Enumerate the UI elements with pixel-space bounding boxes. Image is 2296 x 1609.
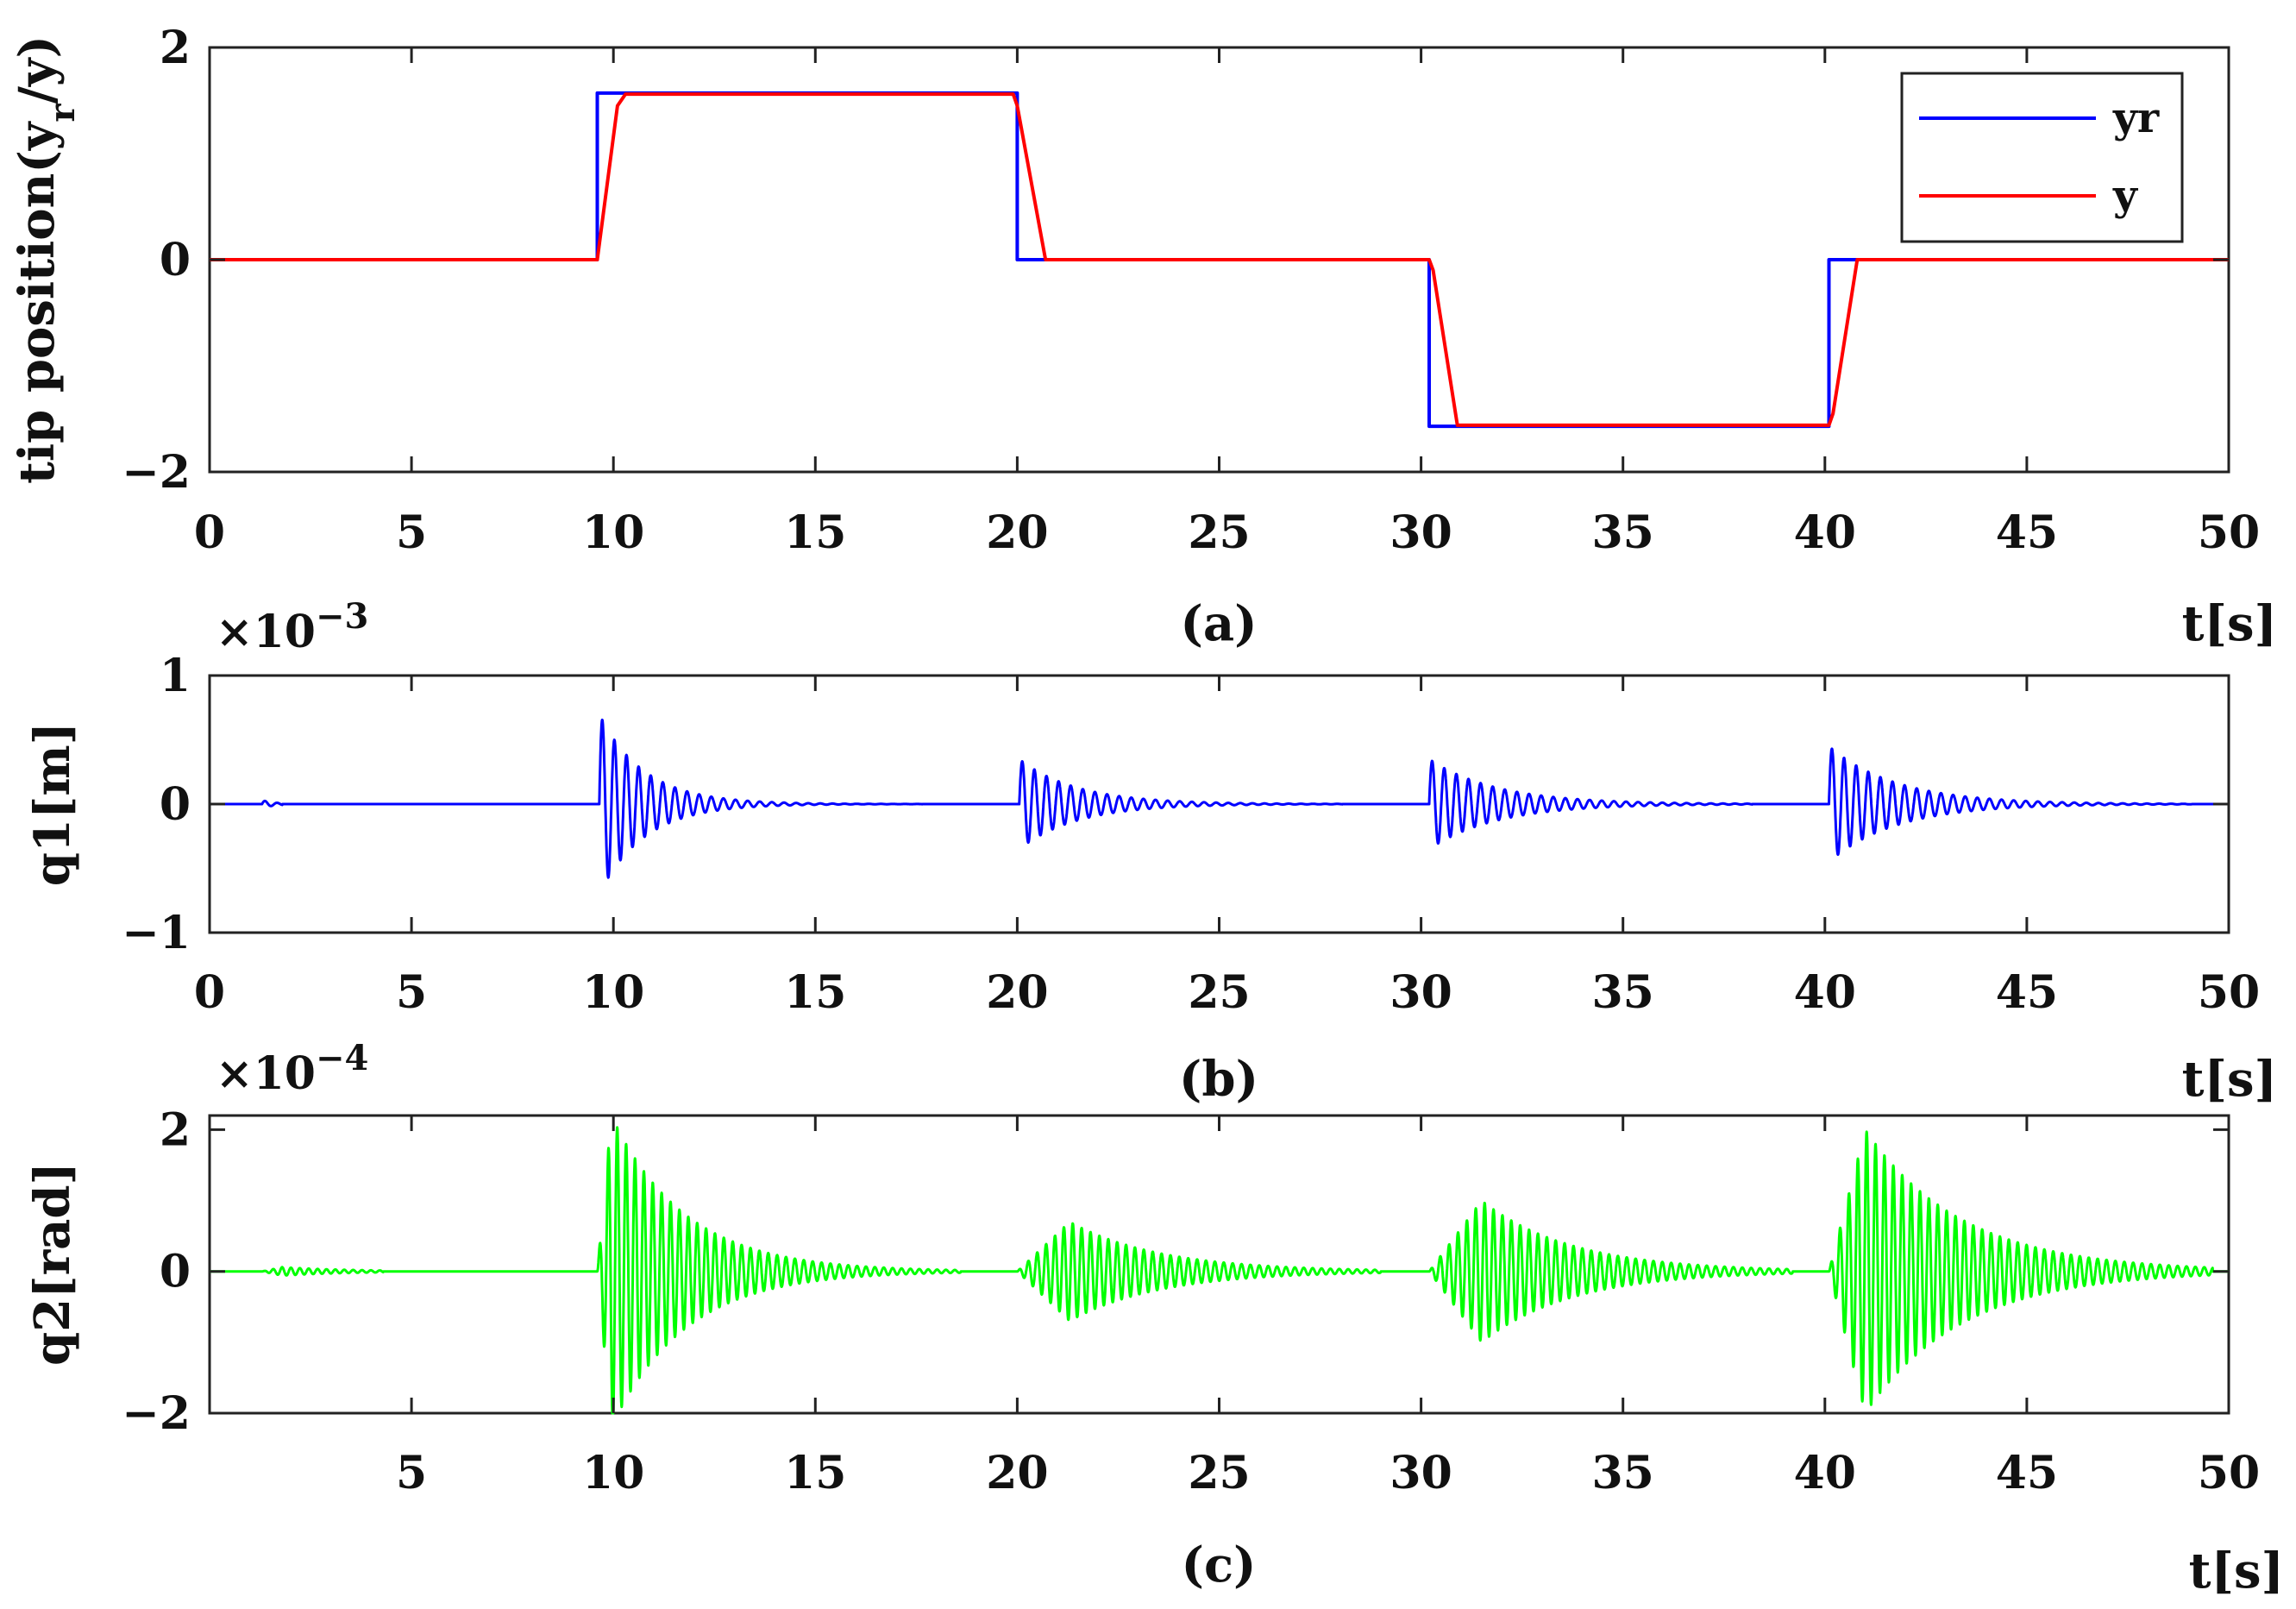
panel-b-xlabel: t[s] — [2182, 1051, 2277, 1108]
panel-b-ytick-label: −1 — [122, 907, 191, 959]
panel-c-caption: (c) — [1181, 1537, 1256, 1593]
panel-b-xtick-label: 30 — [1390, 966, 1452, 1019]
panel-b-series-line-0 — [208, 718, 2230, 879]
panel-a-ytick-label: −2 — [122, 446, 191, 499]
panel-a-xtick-label: 0 — [194, 506, 225, 559]
panel-a-ylabel: tip position(yr/y) — [9, 35, 83, 484]
panel-a-xtick-label: 5 — [396, 506, 427, 559]
panel-b-xtick-label: 15 — [784, 966, 846, 1019]
panel-b-xtick-label: 40 — [1794, 966, 1856, 1019]
panel-b-xtick-label: 45 — [1996, 966, 2058, 1019]
panel-a-xtick-label: 35 — [1592, 506, 1654, 559]
panel-a-xtick-label: 40 — [1794, 506, 1856, 559]
legend-label-y: y — [2112, 172, 2139, 220]
panel-c-ytick-label: 2 — [160, 1103, 191, 1156]
panel-b-ytick-label: 1 — [160, 650, 191, 702]
panel-a-series-line-y — [210, 92, 2229, 427]
legend-box — [1900, 72, 2184, 243]
panel-c-xtick-label: 20 — [986, 1447, 1048, 1499]
legend-label-yr: yr — [2112, 94, 2160, 142]
panel-b-xtick-label: 5 — [396, 966, 427, 1019]
panel-a-xtick-labels: 0 5 10 15 20 25 30 35 40 45 50 — [194, 47, 2260, 559]
panel-c-xtick-label: 50 — [2198, 1447, 2260, 1499]
panel-c: −2 0 2 5 10 15 20 25 30 35 40 45 50 q2[rad] ×10−4 (… — [24, 1038, 2284, 1600]
panel-b-xtick-labels: 0 5 10 15 20 25 30 35 40 45 50 — [194, 676, 2260, 1019]
panel-b-caption: (b) — [1179, 1051, 1258, 1108]
panel-b-series — [208, 718, 2230, 879]
panel-b-ytick-labels: −1 0 1 — [122, 650, 2229, 959]
panel-c-xtick-label: 45 — [1996, 1447, 2058, 1499]
panel-a-xlabel: t[s] — [2182, 595, 2277, 652]
panel-c-xtick-label: 5 — [396, 1447, 427, 1499]
panel-c-xtick-label: 40 — [1794, 1447, 1856, 1499]
panel-c-xtick-label: 25 — [1188, 1447, 1250, 1499]
legend: yr y — [1900, 72, 2184, 243]
panel-a-xtick-label: 45 — [1996, 506, 2058, 559]
panel-a-xtick-label: 15 — [784, 506, 846, 559]
panel-c-xtick-labels: 5 10 15 20 25 30 35 40 45 50 — [396, 1116, 2260, 1499]
panel-c-xtick-label: 30 — [1390, 1447, 1452, 1499]
panel-b-xtick-label: 0 — [194, 966, 225, 1019]
panel-a-xtick-label: 50 — [2198, 506, 2260, 559]
panel-b-exponent: ×10−3 — [216, 596, 368, 658]
panel-c-ylabel: q2[rad] — [24, 1162, 81, 1366]
panel-c-ytick-label: 0 — [160, 1246, 191, 1298]
panel-a-xtick-label: 30 — [1390, 506, 1452, 559]
panel-a-xtick-label: 20 — [986, 506, 1048, 559]
panel-a: −202 0 5 10 15 20 25 30 35 40 45 50 tip position(y… — [9, 22, 2277, 652]
panel-b-xtick-label: 50 — [2198, 966, 2260, 1019]
panel-b-xtick-label: 35 — [1592, 966, 1654, 1019]
panel-c-xtick-label: 10 — [582, 1447, 644, 1499]
panel-a-caption: (a) — [1180, 595, 1257, 652]
panel-c-exponent: ×10−4 — [216, 1038, 368, 1100]
panel-a-xtick-label: 25 — [1188, 506, 1250, 559]
panel-a-ytick-labels: −2 0 2 — [122, 22, 2229, 499]
panel-a-series — [210, 91, 2229, 429]
panel-a-ytick-label: 0 — [160, 234, 191, 286]
panel-c-xtick-label: 15 — [784, 1447, 846, 1499]
panel-a-ytick-label: 2 — [160, 22, 191, 74]
panel-c-xtick-label: 35 — [1592, 1447, 1654, 1499]
panel-b-ytick-label: 0 — [160, 778, 191, 831]
panel-c-series — [208, 1126, 2230, 1415]
panel-b-ylabel: q1[m] — [24, 722, 81, 886]
panel-c-ytick-label: −2 — [122, 1387, 191, 1440]
panel-c-xlabel: t[s] — [2189, 1543, 2284, 1600]
panel-b-xtick-label: 20 — [986, 966, 1048, 1019]
panel-b-xtick-label: 25 — [1188, 966, 1250, 1019]
panel-b-xtick-label: 10 — [582, 966, 644, 1019]
panel-b: −101 0 5 10 15 20 25 30 35 40 45 50 q1[m] ×10−3 (b… — [24, 596, 2277, 1108]
panel-c-ytick-labels: −2 0 2 — [122, 1103, 2229, 1440]
panel-a-xtick-label: 10 — [582, 506, 644, 559]
panel-c-series-line-0 — [208, 1126, 2230, 1415]
